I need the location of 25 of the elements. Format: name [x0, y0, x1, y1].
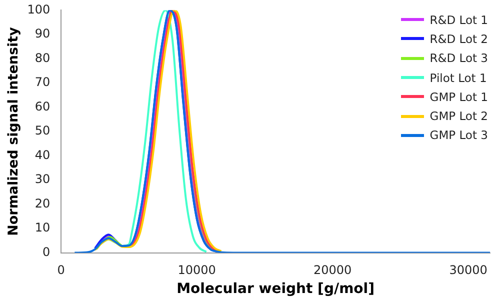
y-tick-label: 50 — [34, 124, 50, 138]
legend-label: GMP Lot 3 — [430, 128, 488, 142]
legend-label: R&D Lot 3 — [430, 51, 488, 66]
line-series — [74, 10, 490, 253]
y-tick-label: 70 — [34, 75, 50, 90]
y-tick-label: 60 — [34, 99, 50, 114]
x-tick-label: 20000 — [313, 263, 352, 278]
legend-label: R&D Lot 1 — [430, 12, 488, 27]
y-tick-label: 40 — [34, 148, 50, 162]
y-tick-label: 80 — [34, 50, 50, 65]
legend-label: Pilot Lot 1 — [430, 70, 487, 85]
legend-label: GMP Lot 1 — [430, 90, 488, 104]
y-tick-label: 100 — [27, 2, 50, 16]
x-tick-label: 30000 — [449, 263, 488, 278]
x-axis-title: Molecular weight [g/mol] — [176, 281, 374, 298]
legend-label: GMP Lot 2 — [430, 109, 488, 124]
x-tick-label: 10000 — [178, 263, 216, 278]
y-tick-label: 10 — [34, 220, 50, 235]
y-tick-label: 30 — [34, 172, 50, 186]
y-tick-label: 90 — [34, 26, 50, 41]
x-tick-label: 0 — [57, 263, 65, 278]
y-tick-label: 0 — [42, 244, 50, 259]
legend-label: R&D Lot 2 — [430, 32, 488, 46]
y-axis-title: Normalized signal intensity — [6, 26, 22, 236]
y-tick-label: 20 — [34, 196, 50, 210]
